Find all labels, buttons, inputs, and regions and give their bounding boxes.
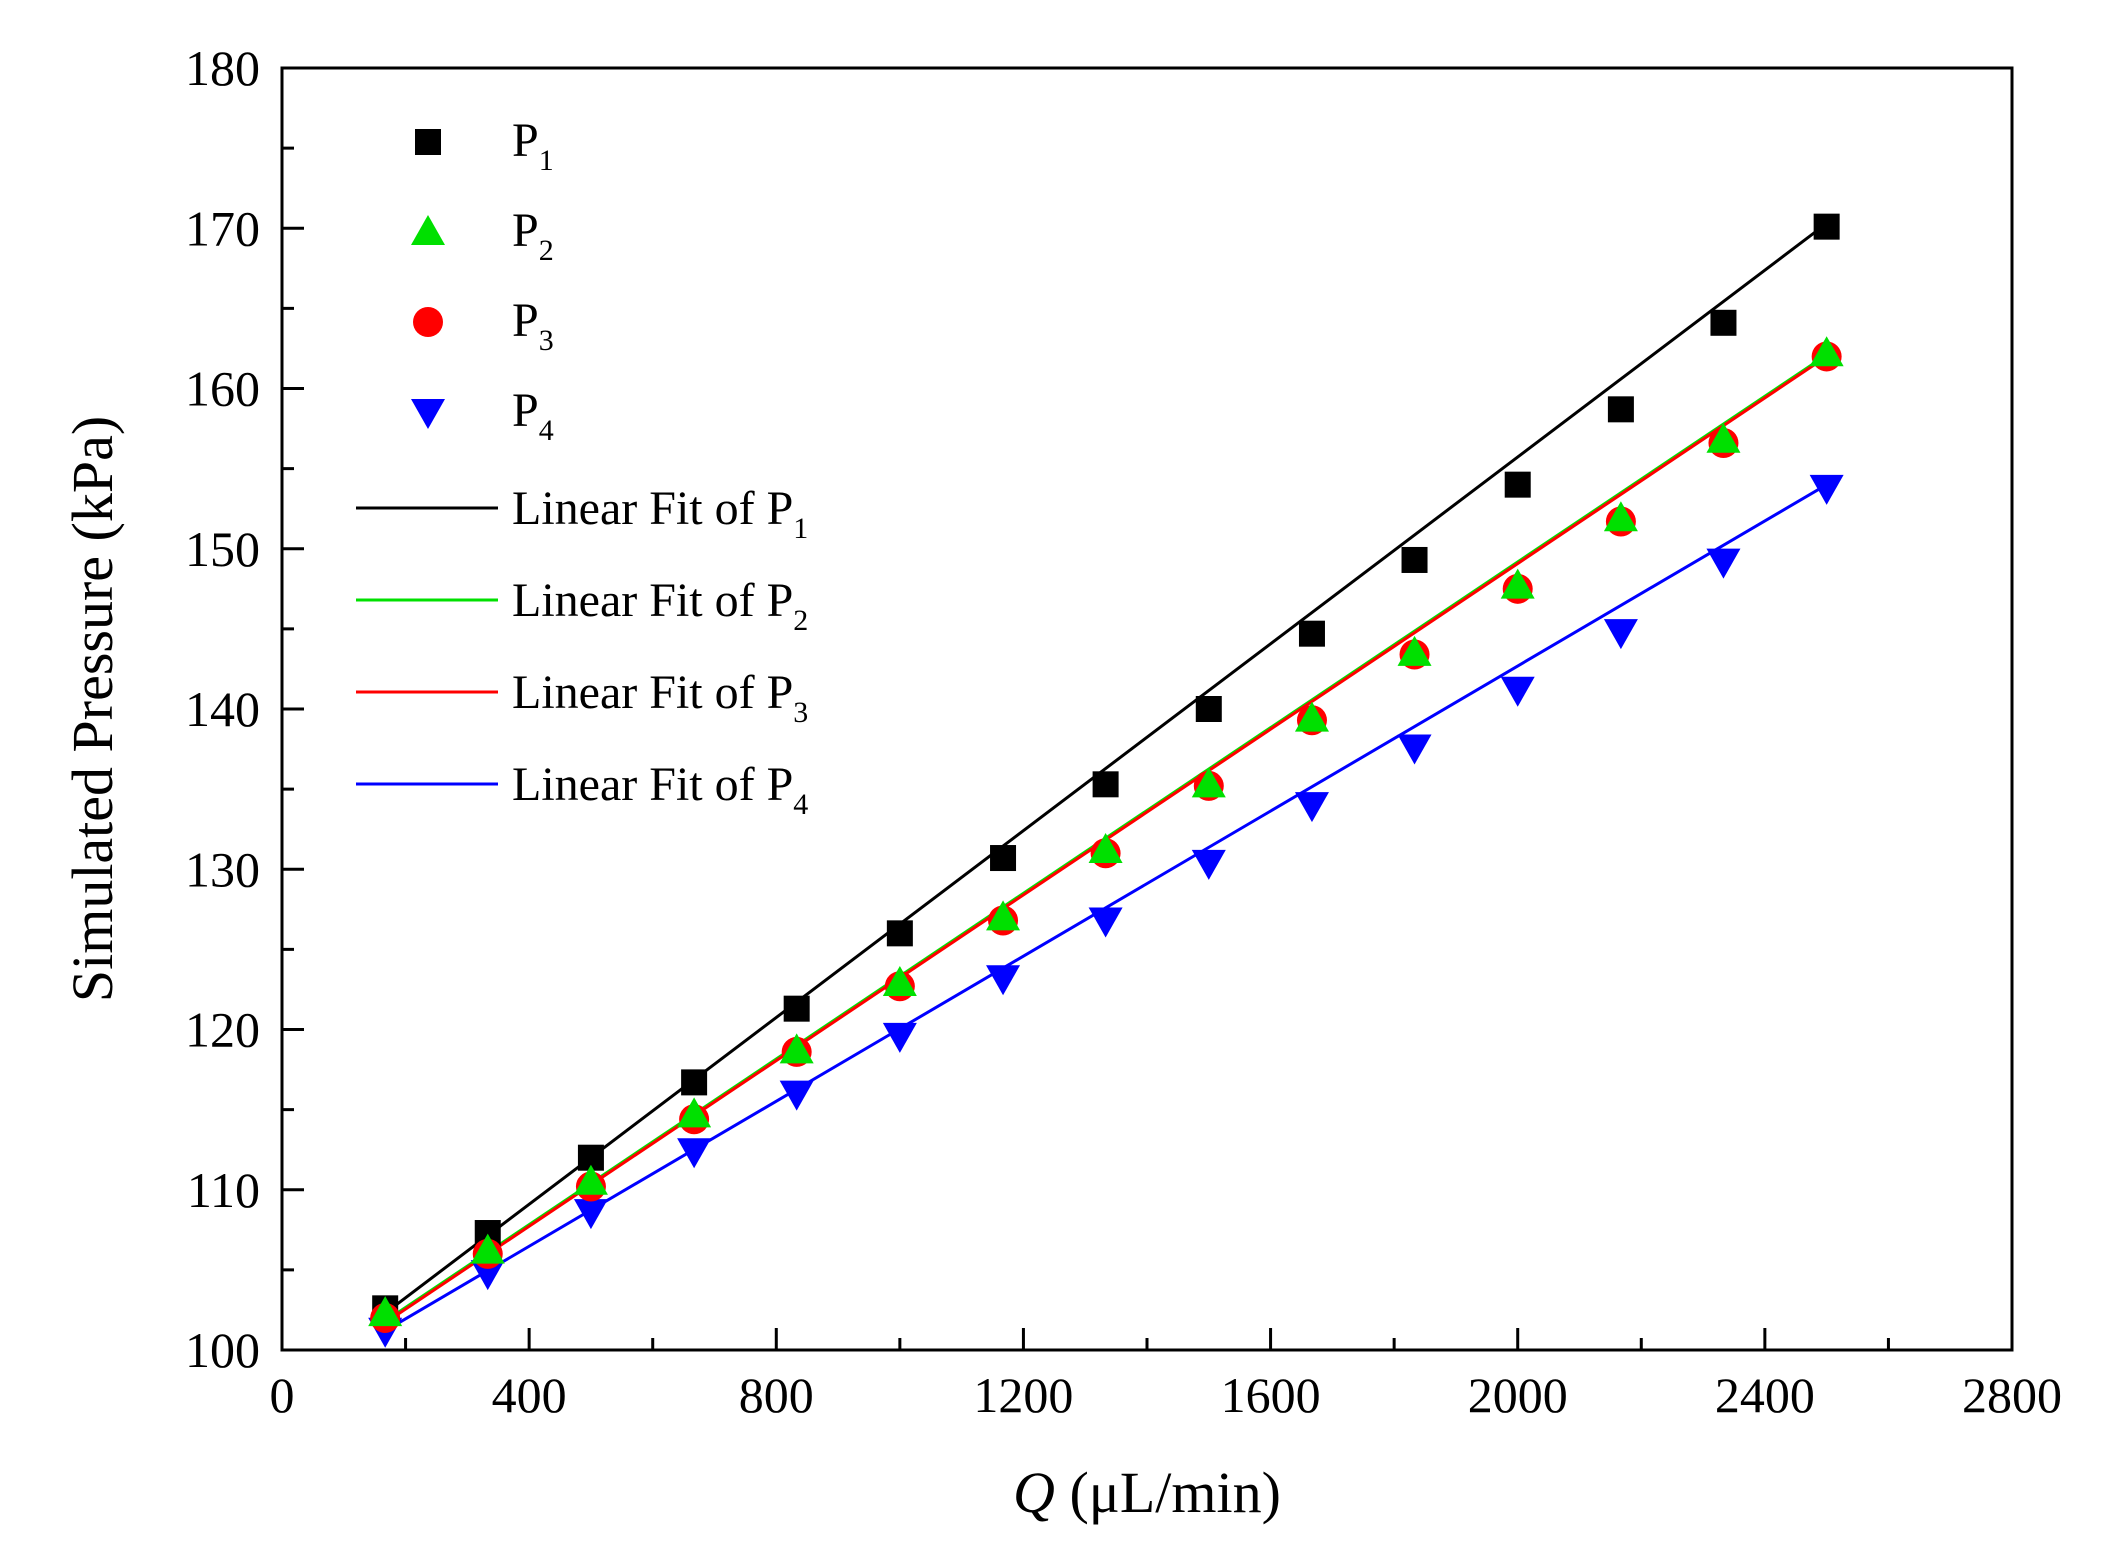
data-markers [368, 213, 1844, 1348]
point-p2 [1397, 635, 1432, 666]
legend-p2-label: P2 [512, 204, 554, 267]
point-p1 [1813, 213, 1840, 240]
point-p1 [1504, 471, 1531, 498]
legend-fit-p2-label: Linear Fit of P2 [512, 574, 808, 637]
y-tick-label: 140 [185, 681, 260, 737]
y-axis-label: Simulated Pressure (kPa) [60, 416, 125, 1002]
point-p4 [1088, 907, 1123, 938]
point-p4 [1603, 619, 1638, 650]
x-tick-label: 2800 [1962, 1367, 2062, 1423]
point-p2 [573, 1164, 608, 1195]
point-p2 [1706, 422, 1741, 453]
point-p2 [677, 1097, 712, 1128]
point-p1 [1195, 696, 1222, 722]
y-axis: 100 110 120 130 140 150 160 170 180 [185, 40, 304, 1378]
point-p1 [1092, 771, 1119, 798]
y-tick-label: 130 [185, 841, 260, 897]
x-tick-label: 800 [739, 1367, 814, 1423]
legend-fit-p3-label: Linear Fit of P3 [512, 666, 808, 729]
legend: P1 P2 P3 P4 Linear Fit of P1 Linear Fit of P2… [356, 114, 808, 821]
point-p1 [1607, 396, 1634, 423]
point-p4 [677, 1138, 712, 1169]
x-axis-label: Q (μL/min) [1013, 1460, 1281, 1525]
point-p1 [1401, 546, 1428, 573]
point-p2 [1191, 767, 1226, 798]
y-tick-label: 110 [187, 1162, 260, 1218]
point-p2 [368, 1296, 403, 1327]
point-p2 [1603, 501, 1638, 532]
point-p4 [470, 1260, 505, 1291]
point-p4 [882, 1022, 917, 1053]
point-p4 [1500, 676, 1535, 707]
x-tick-label: 1600 [1221, 1367, 1321, 1423]
legend-fit-p4-label: Linear Fit of P4 [512, 758, 808, 821]
legend-p1-label: P1 [512, 114, 554, 177]
legend-marker-p2 [411, 215, 445, 245]
x-tick-label: 400 [492, 1367, 567, 1423]
x-tick-label: 1200 [973, 1367, 1073, 1423]
x-tick-label: 0 [270, 1367, 295, 1423]
point-p2 [470, 1233, 505, 1264]
legend-p3-label: P3 [512, 294, 554, 357]
y-tick-label: 160 [185, 361, 260, 417]
point-p4 [573, 1199, 608, 1230]
legend-marker-p4 [411, 399, 445, 429]
y-tick-label: 150 [185, 521, 260, 577]
legend-p4-label: P4 [512, 384, 554, 447]
point-p1 [886, 920, 913, 947]
x-axis-label-symbol: Q [1013, 1460, 1055, 1525]
point-p4 [779, 1080, 814, 1111]
legend-marker-p3 [413, 307, 443, 337]
point-p1 [783, 995, 810, 1022]
point-p2 [986, 900, 1021, 931]
y-tick-label: 120 [185, 1002, 260, 1058]
point-p4 [1191, 849, 1226, 880]
x-axis-label-unit: (μL/min) [1055, 1460, 1281, 1525]
legend-marker-p1 [415, 129, 441, 155]
point-p1 [1710, 309, 1737, 336]
point-p2 [779, 1033, 814, 1064]
x-tick-label: 2400 [1715, 1367, 1815, 1423]
point-p2 [1500, 568, 1535, 599]
point-p4 [986, 965, 1021, 996]
point-p2 [1088, 833, 1123, 864]
point-p1 [1298, 620, 1325, 647]
y-tick-label: 170 [185, 200, 260, 256]
point-p1 [990, 845, 1017, 872]
point-p4 [1397, 734, 1432, 765]
fit-line-p1 [384, 222, 1828, 1315]
point-p4 [1706, 548, 1741, 579]
y-tick-label: 180 [185, 40, 260, 96]
x-axis: 0 400 800 1200 1600 2000 2400 2800 [270, 1328, 2062, 1423]
y-tick-label: 100 [185, 1322, 260, 1378]
point-p2 [1294, 701, 1329, 732]
x-tick-label: 2000 [1468, 1367, 1568, 1423]
legend-fit-p1-label: Linear Fit of P1 [512, 482, 808, 545]
point-p1 [681, 1069, 708, 1096]
point-p4 [1809, 474, 1844, 505]
point-p4 [1294, 792, 1329, 823]
point-p2 [1809, 336, 1844, 367]
point-p2 [882, 966, 917, 997]
